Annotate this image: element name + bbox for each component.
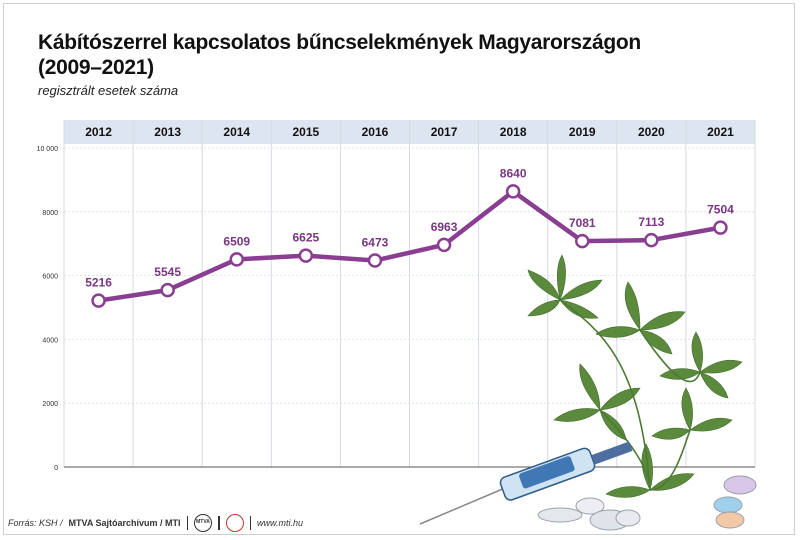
cannabis-illustration: [419, 254, 757, 531]
data-label: 7113: [638, 215, 664, 229]
data-point: [91, 293, 106, 308]
pills-icon: [537, 475, 757, 531]
divider: [186, 516, 189, 530]
data-label: 6473: [362, 236, 389, 250]
y-tick-label: 8000: [42, 210, 58, 217]
data-point: [644, 232, 659, 248]
y-axis-ticks: 0 2000 4000 6000 8000 10 000: [37, 146, 59, 472]
series-line: [98, 189, 721, 303]
y-tick-label: 10 000: [37, 146, 59, 153]
data-point: [575, 233, 590, 249]
data-points: [91, 184, 728, 308]
website-link[interactable]: www.mti.hu: [257, 518, 304, 528]
mtva-logo-icon: MTVA: [194, 514, 213, 532]
x-tick-label: 2014: [223, 125, 250, 139]
figure-frame: [3, 3, 795, 535]
y-tick-label: 2000: [42, 401, 58, 408]
data-labels: 5216 5545 6509 6625 6473 6963 8640 7081 7113 7504: [85, 166, 734, 289]
x-tick-label: 2021: [707, 125, 734, 139]
source-org: MTVA Sajtóarchívum / MTI: [68, 518, 181, 528]
data-point: [367, 253, 383, 268]
syringe-icon: [419, 441, 633, 525]
y-tick-label: 0: [54, 465, 58, 472]
divider: [218, 516, 220, 530]
x-tick-label: 2016: [362, 125, 389, 139]
data-point: [298, 248, 314, 263]
footer: Forrás: KSH / MTVA Sajtóarchívum / MTI M…: [8, 514, 303, 532]
data-label: 8640: [500, 166, 527, 180]
x-axis-year-labels: 2012 2013 2014 2015 2016 2017 2018 2019 2020 2021: [85, 125, 734, 139]
data-label: 6509: [223, 234, 250, 248]
y-tick-label: 6000: [42, 274, 58, 281]
data-label: 5216: [85, 276, 112, 290]
chart-subtitle: regisztrált esetek száma: [38, 83, 179, 98]
data-point: [160, 282, 175, 298]
y-tick-label: 4000: [42, 337, 58, 344]
x-tick-label: 2020: [638, 125, 665, 139]
chart-grid: [63, 120, 756, 468]
x-tick-label: 2017: [431, 125, 458, 139]
data-label: 6963: [431, 220, 458, 234]
data-label: 5545: [154, 265, 181, 279]
data-point: [229, 252, 244, 267]
chart-title: Kábítószerrel kapcsolatos bűncselekménye…: [38, 31, 641, 79]
x-tick-label: 2013: [154, 125, 181, 139]
data-point: [505, 184, 521, 199]
data-point: [436, 237, 452, 253]
x-tick-label: 2015: [292, 125, 319, 139]
mti-logo-icon: [225, 514, 244, 532]
data-label: 7504: [707, 203, 734, 217]
data-point: [713, 220, 728, 235]
x-tick-label: 2018: [500, 125, 527, 139]
x-tick-label: 2012: [85, 125, 112, 139]
data-label: 7081: [569, 216, 596, 230]
source-prefix: Forrás: KSH /: [8, 518, 63, 528]
x-tick-label: 2019: [569, 125, 596, 139]
divider: [249, 516, 252, 530]
data-label: 6625: [292, 231, 319, 245]
series-line-group: [98, 189, 721, 303]
